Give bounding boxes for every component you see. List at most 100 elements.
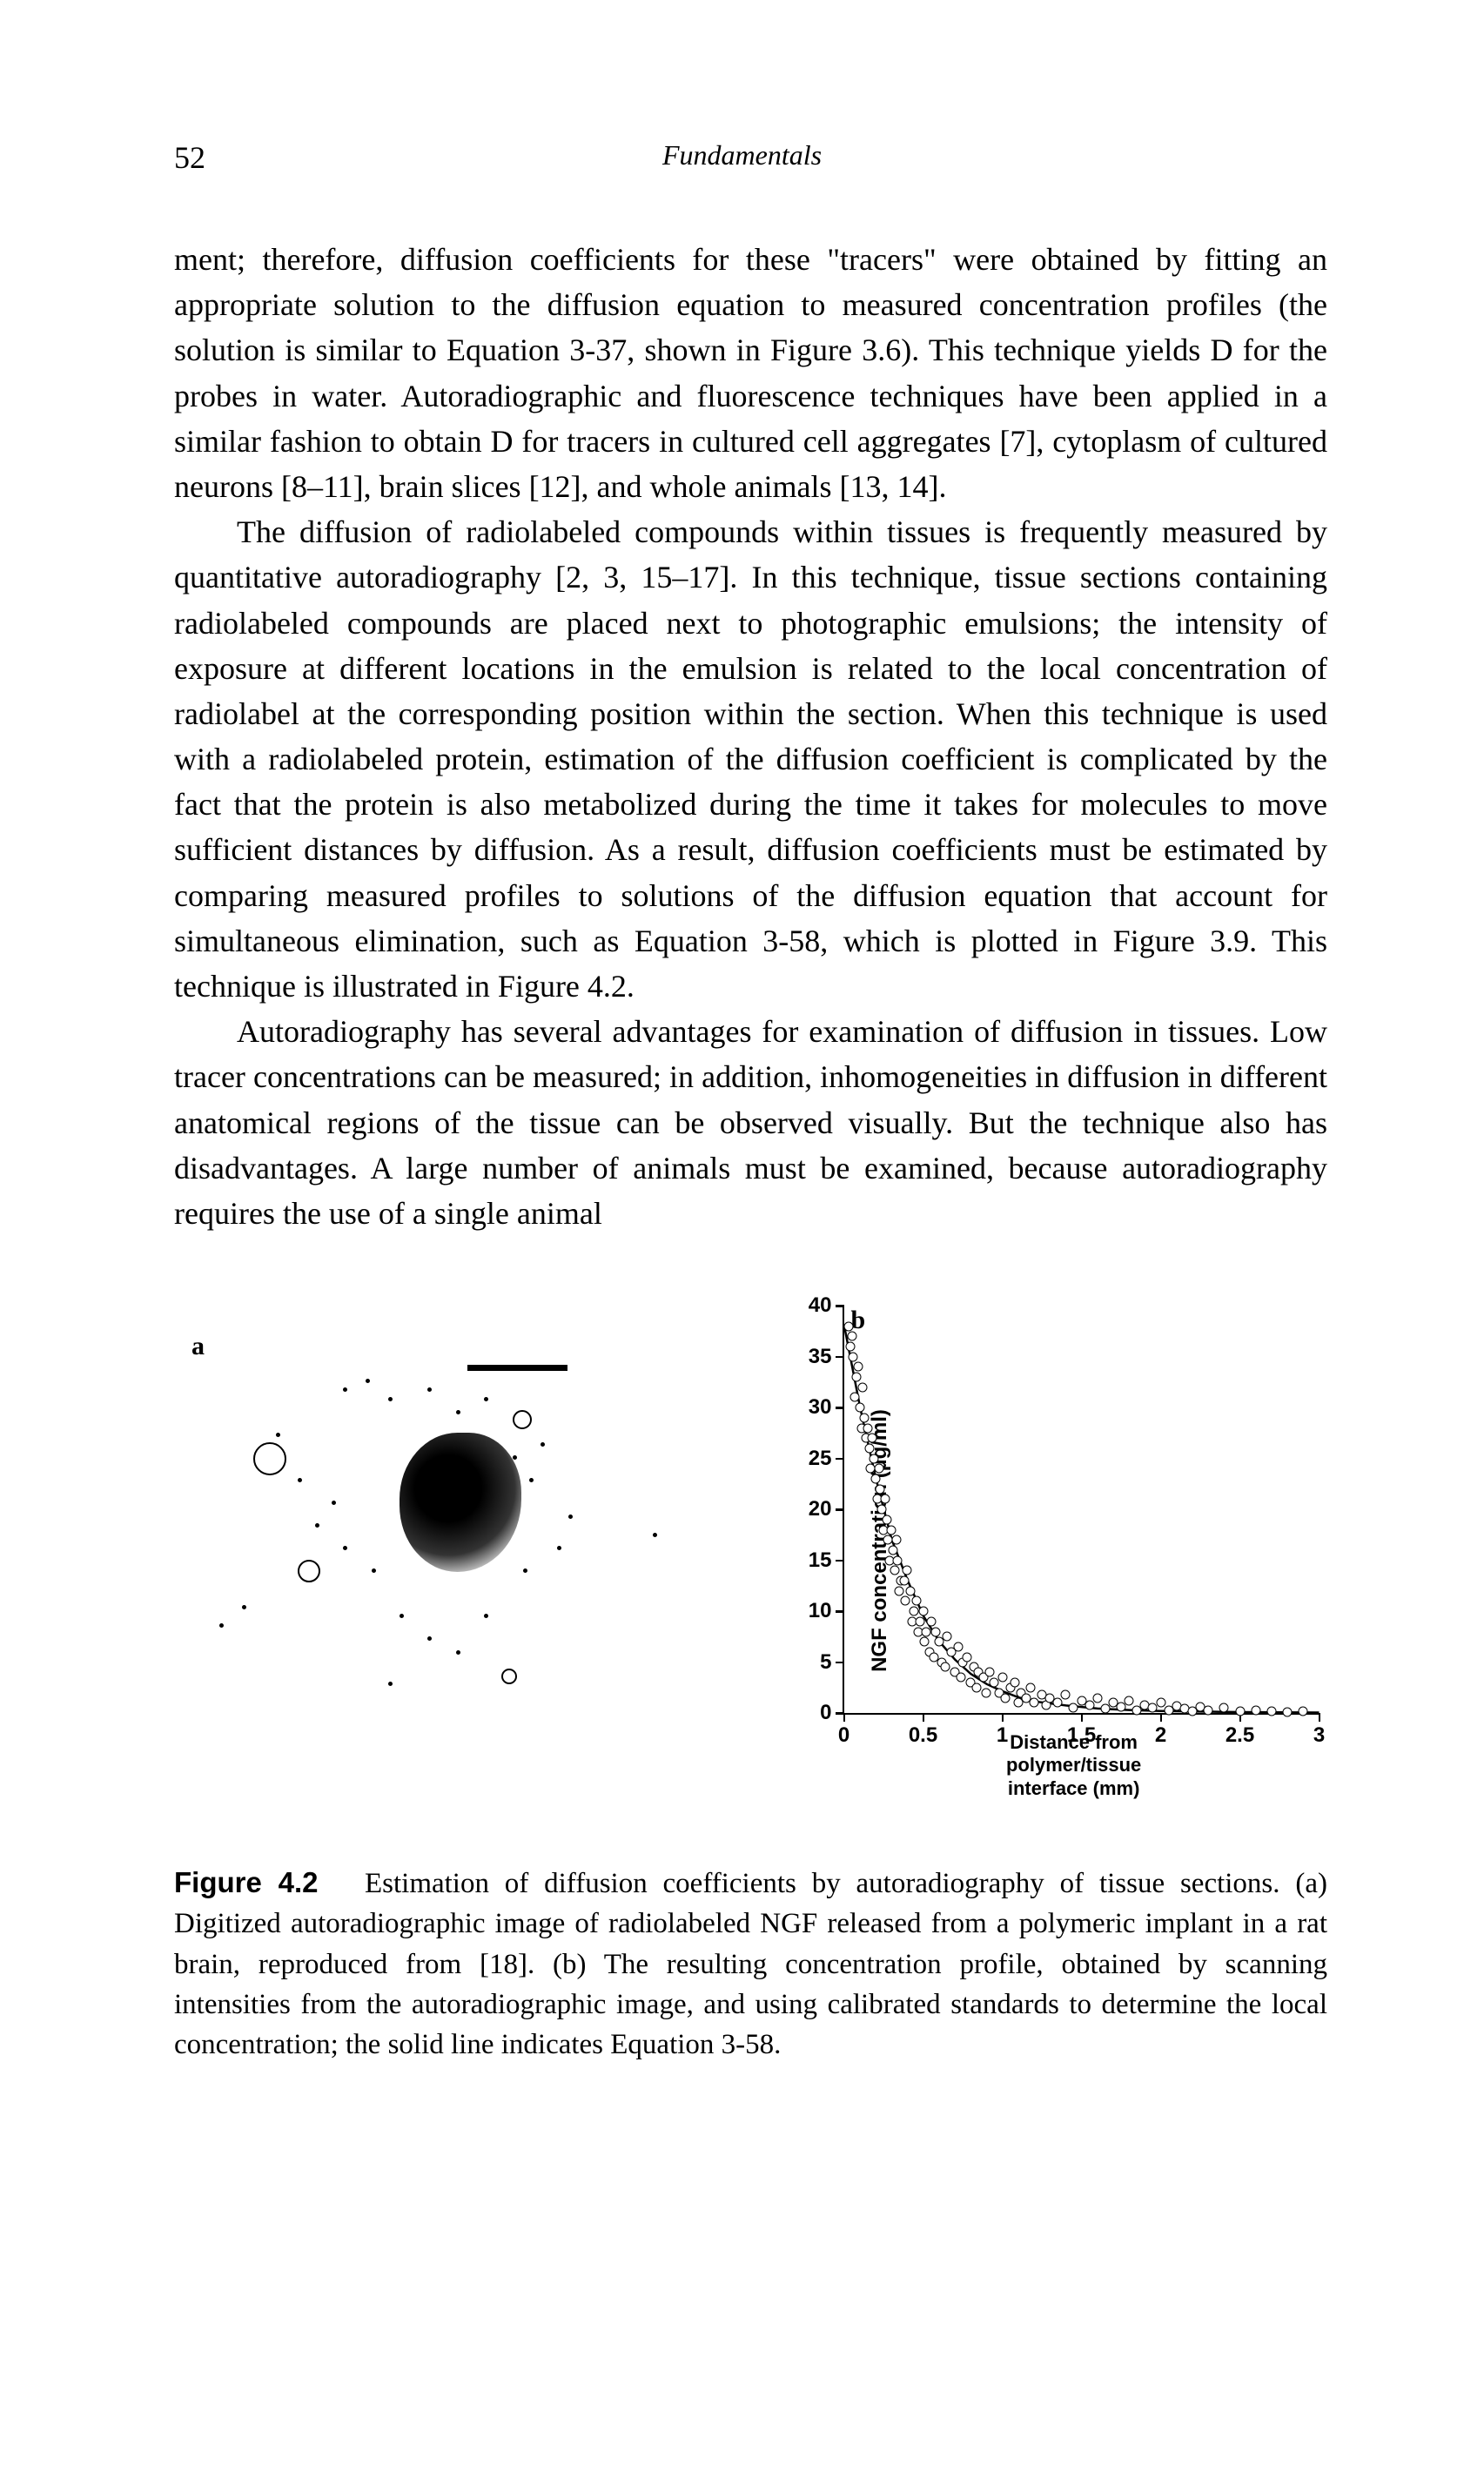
figure-number: Figure 4.2 [174, 1866, 318, 1898]
paragraph-3: Autoradiography has several advantages f… [174, 1009, 1327, 1236]
y-tick [836, 1407, 844, 1409]
figure-caption-text: Estimation of diffusion coefficients by … [174, 1868, 1327, 2060]
page: 52 Fundamentals ment; therefore, diffusi… [0, 0, 1484, 2465]
x-tick [1160, 1713, 1163, 1722]
implant-blob [400, 1433, 521, 1572]
data-point [997, 1673, 1007, 1683]
data-point [963, 1652, 972, 1662]
figure-panel-a: a [174, 1297, 738, 1750]
data-point [874, 1464, 883, 1474]
data-point [849, 1352, 858, 1361]
y-tick [836, 1508, 844, 1511]
data-point [972, 1683, 982, 1692]
y-tick-label: 30 [809, 1395, 832, 1420]
concentration-chart: b NGF concentration (µg/ml) 051015202530… [764, 1297, 1328, 1784]
data-point [905, 1586, 915, 1595]
paragraph-2: The diffusion of radiolabeled compounds … [174, 509, 1327, 1009]
data-point [1219, 1703, 1229, 1713]
tissue-ring-4 [501, 1669, 517, 1684]
data-point [1026, 1683, 1036, 1692]
data-point [1069, 1703, 1078, 1713]
scale-bar-icon [467, 1365, 567, 1371]
data-point [863, 1423, 872, 1433]
tissue-ring-3 [513, 1410, 532, 1429]
x-axis-label: Distance from polymer/tissue interface (… [947, 1731, 1200, 1800]
data-point [880, 1494, 890, 1504]
y-tick-label: 35 [809, 1345, 832, 1369]
data-point [1029, 1698, 1038, 1708]
figure-panel-b: b NGF concentration (µg/ml) 051015202530… [764, 1297, 1328, 1784]
figure-4-2: a [174, 1297, 1327, 1784]
data-point [868, 1434, 877, 1443]
data-point [870, 1474, 880, 1484]
x-tick-label: 2.5 [1225, 1723, 1254, 1748]
data-point [1011, 1678, 1020, 1688]
y-tick [836, 1356, 844, 1359]
data-point [1125, 1696, 1134, 1706]
data-point [852, 1373, 862, 1382]
y-tick [836, 1610, 844, 1613]
data-point [953, 1642, 963, 1652]
data-point [984, 1668, 994, 1677]
autoradiograph-image [174, 1297, 738, 1750]
data-point [1266, 1706, 1276, 1716]
data-point [942, 1632, 951, 1642]
data-point [918, 1607, 928, 1616]
tissue-ring-1 [253, 1442, 286, 1475]
data-point [893, 1555, 903, 1565]
data-point [926, 1616, 936, 1626]
data-point [1092, 1693, 1102, 1703]
data-point [922, 1627, 931, 1636]
data-point [1283, 1707, 1293, 1716]
data-point [1001, 1693, 1011, 1703]
x-tick-label: 0.5 [909, 1723, 937, 1748]
x-tick [843, 1713, 846, 1722]
y-tick-label: 25 [809, 1447, 832, 1471]
data-point [1061, 1690, 1071, 1700]
x-tick-label: 0 [838, 1723, 849, 1748]
data-point [860, 1413, 870, 1422]
data-point [1299, 1706, 1308, 1716]
data-point [901, 1596, 910, 1606]
data-point [855, 1403, 864, 1413]
x-tick [923, 1713, 925, 1722]
x-tick-label: 3 [1313, 1723, 1325, 1748]
data-point [891, 1535, 901, 1545]
page-number: 52 [174, 139, 205, 176]
y-tick-label: 20 [809, 1497, 832, 1521]
y-tick [836, 1458, 844, 1461]
data-point [931, 1627, 941, 1636]
y-tick-label: 5 [820, 1650, 831, 1675]
x-tick [1319, 1713, 1321, 1722]
body-text: ment; therefore, diffusion coefficients … [174, 237, 1327, 1236]
data-point [887, 1525, 896, 1535]
y-tick [836, 1560, 844, 1562]
data-point [915, 1616, 924, 1626]
data-point [982, 1688, 991, 1697]
y-tick-label: 15 [809, 1548, 832, 1573]
data-point [877, 1505, 887, 1515]
data-point [895, 1586, 904, 1595]
tissue-ring-2 [298, 1560, 320, 1582]
data-point [1084, 1700, 1094, 1709]
y-tick-label: 0 [820, 1701, 831, 1725]
data-point [888, 1545, 897, 1555]
y-tick-label: 40 [809, 1293, 832, 1318]
data-point [1204, 1705, 1213, 1715]
data-point [876, 1484, 885, 1494]
data-point [858, 1382, 868, 1392]
data-point [940, 1662, 950, 1672]
data-point [882, 1515, 891, 1524]
data-point [957, 1673, 966, 1683]
data-point [853, 1362, 863, 1372]
data-point [845, 1341, 855, 1351]
y-tick [836, 1305, 844, 1307]
data-point [1235, 1706, 1245, 1716]
plot-area: 051015202530354000.511.522.53 [843, 1306, 1319, 1715]
y-tick [836, 1662, 844, 1664]
data-point [870, 1454, 879, 1463]
x-tick [1081, 1713, 1084, 1722]
data-point [843, 1321, 853, 1331]
paragraph-1: ment; therefore, diffusion coefficients … [174, 237, 1327, 509]
x-tick [1002, 1713, 1004, 1722]
